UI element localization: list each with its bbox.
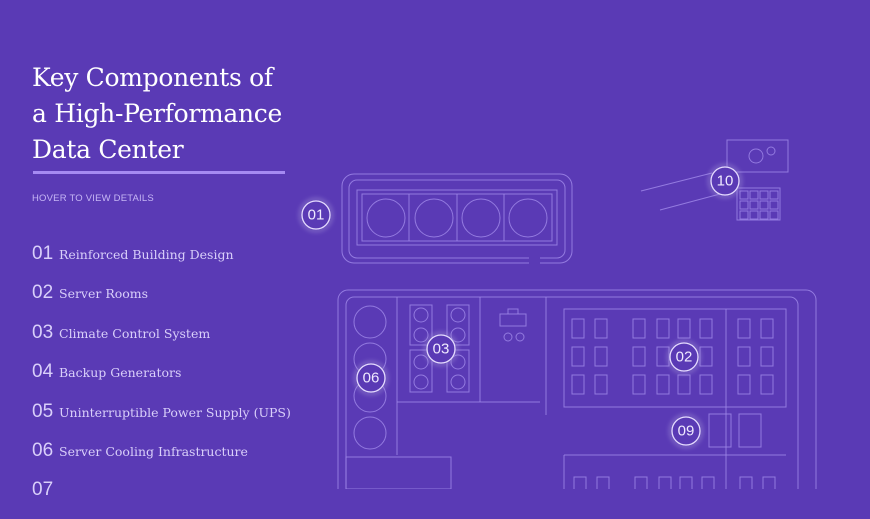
rack: [769, 210, 779, 220]
rack: [594, 318, 608, 339]
server-racks: [571, 190, 779, 489]
rack: [679, 476, 693, 489]
marker-01[interactable]: 01: [299, 198, 333, 232]
rack: [749, 190, 759, 200]
rack: [699, 346, 713, 367]
list-item[interactable]: 02 Server Rooms: [32, 282, 291, 321]
rack: [759, 210, 769, 220]
item-number: 06: [32, 439, 54, 461]
item-label: Climate Control System: [59, 325, 211, 341]
rack: [759, 190, 769, 200]
marker-02[interactable]: 02: [667, 340, 701, 374]
rack: [737, 318, 751, 339]
item-label: Server Cooling Infrastructure: [59, 443, 248, 459]
rack: [573, 476, 587, 489]
rack: [571, 374, 585, 395]
rack: [594, 374, 608, 395]
svg-text:10: 10: [717, 173, 734, 190]
svg-text:06: 06: [363, 370, 380, 387]
list-item[interactable]: 04 Backup Generators: [32, 361, 291, 400]
item-label: Reinforced Building Design: [59, 247, 234, 262]
list-item[interactable]: 01 Reinforced Building Design: [32, 243, 291, 282]
svg-text:03: 03: [433, 341, 450, 358]
rack: [658, 476, 672, 489]
rack: [760, 318, 774, 339]
rack: [677, 374, 691, 395]
hover-hint: HOVER TO VIEW DETAILS: [32, 193, 154, 204]
rack: [571, 318, 585, 339]
svg-text:01: 01: [308, 207, 325, 224]
rack: [769, 190, 779, 200]
item-number: 02: [32, 282, 54, 304]
floor-plan: 01 02 03 06 09 10: [299, 139, 817, 489]
rack: [596, 476, 610, 489]
item-label: Server Rooms: [59, 286, 149, 302]
marker-10[interactable]: 10: [708, 164, 742, 198]
item-number: 03: [32, 321, 54, 343]
item-number: 04: [32, 361, 54, 383]
rack: [769, 200, 779, 210]
rack: [749, 200, 759, 210]
item-number: 05: [32, 400, 54, 422]
list-item[interactable]: 05 Uninterruptible Power Supply (UPS): [32, 401, 291, 440]
rack: [634, 476, 648, 489]
building-outline: [337, 139, 817, 489]
item-label: Uninterruptible Power Supply (UPS): [59, 404, 291, 420]
rack: [632, 374, 646, 395]
rack: [760, 346, 774, 367]
svg-text:09: 09: [678, 423, 695, 440]
rack: [762, 476, 776, 489]
rack: [632, 346, 646, 367]
rack: [737, 346, 751, 367]
rack: [656, 346, 670, 367]
rack: [749, 210, 759, 220]
rack: [701, 476, 715, 489]
rack: [739, 210, 749, 220]
rack: [571, 346, 585, 367]
rack: [737, 374, 751, 395]
rack: [759, 200, 769, 210]
svg-text:02: 02: [676, 349, 693, 366]
component-list: 01 Reinforced Building Design 02 Server Ro…: [32, 243, 291, 519]
title-divider: [33, 171, 285, 174]
rack: [699, 374, 713, 395]
marker-06[interactable]: 06: [354, 361, 388, 395]
rack: [656, 318, 670, 339]
rack: [760, 374, 774, 395]
rack: [594, 346, 608, 367]
rack: [677, 318, 691, 339]
page-title: Key Components of a High-Performance Dat…: [32, 63, 283, 164]
marker-03[interactable]: 03: [424, 332, 458, 366]
rack: [699, 318, 713, 339]
rack: [656, 374, 670, 395]
list-item[interactable]: 03 Climate Control System: [32, 322, 291, 361]
rack: [739, 190, 749, 200]
list-item[interactable]: 06 Server Cooling Infrastructure: [32, 440, 291, 479]
rack: [632, 318, 646, 339]
item-label: Backup Generators: [59, 365, 182, 381]
item-number: 01: [32, 243, 54, 264]
marker-09[interactable]: 09: [669, 414, 703, 448]
rack: [739, 476, 753, 489]
rack: [739, 200, 749, 210]
